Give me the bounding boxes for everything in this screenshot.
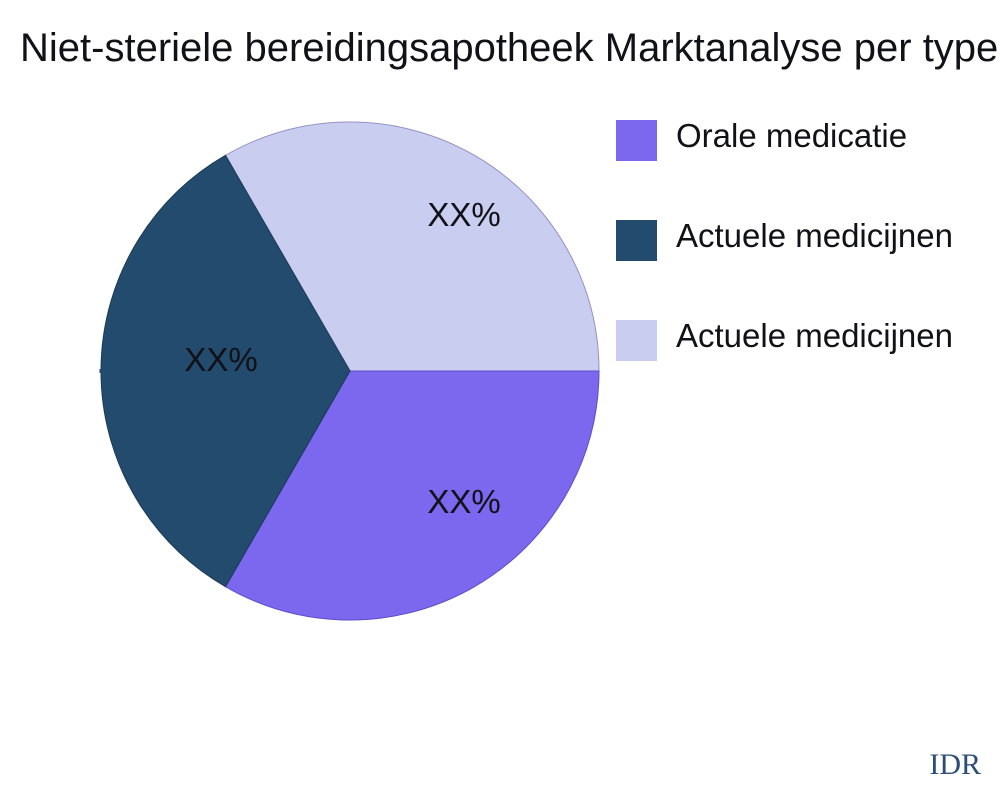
svg-text:XX%: XX% xyxy=(184,341,257,378)
svg-text:XX%: XX% xyxy=(427,196,500,233)
svg-text:XX%: XX% xyxy=(427,483,500,520)
